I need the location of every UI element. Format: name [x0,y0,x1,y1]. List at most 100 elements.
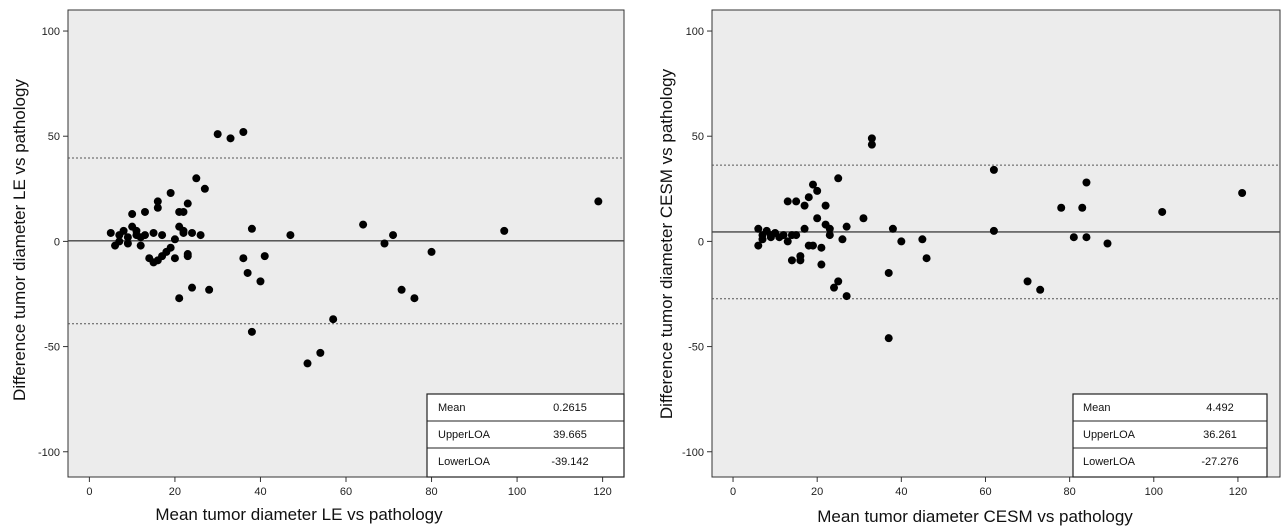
data-point [800,224,809,233]
data-point [834,174,843,183]
data-point [825,231,834,240]
data-point [897,237,906,246]
x-tick-label: 20 [811,486,823,498]
data-point [226,134,235,143]
stat-label-lower-loa: LowerLOA [438,456,491,468]
data-point [140,207,149,216]
stat-label-mean: Mean [1083,402,1111,414]
data-point [239,254,248,263]
data-point [166,243,175,252]
data-point [888,224,897,233]
data-point [170,254,179,263]
data-point [153,203,162,212]
marks-right: 100 50 0 -50 -100 0 20 40 60 80 100 120 [682,26,1280,498]
data-point [758,235,767,244]
x-tick-label: 0 [730,486,736,498]
stats-table-right: Mean 4.492 UpperLOA 36.261 LowerLOA -27.… [1072,393,1268,478]
data-point [389,231,398,240]
data-point [397,285,406,294]
stat-value-upper-loa: 39.665 [553,429,587,441]
data-point [303,359,312,368]
data-point [213,130,222,139]
data-point [329,315,338,324]
data-point [1082,178,1091,187]
chart-right: Difference tumor diameter CESM vs pathol… [657,9,1281,526]
data-point [922,254,931,263]
data-point [183,250,192,259]
data-point [817,243,826,252]
x-tick-label: 80 [425,486,437,498]
stats-box-left [426,393,625,478]
data-point [1057,203,1066,212]
stat-value-lower-loa: -39.142 [551,456,588,468]
data-point [140,231,149,240]
data-point [792,231,801,240]
data-point [106,228,115,237]
data-point [867,134,876,143]
data-point [989,165,998,174]
y-tick-label: 50 [692,131,704,143]
y-tick-label: -100 [682,447,704,459]
data-point [813,214,822,223]
data-point [1082,233,1091,242]
data-point [808,180,817,189]
data-point [918,235,927,244]
data-point [179,226,188,235]
marks-left: 100 50 0 -50 -100 0 20 40 60 80 100 120 [38,26,624,498]
data-point [132,226,141,235]
data-point [136,241,145,250]
y-tick-label: -50 [688,342,704,354]
data-point [153,197,162,206]
data-point [830,283,839,292]
data-point [200,184,209,193]
data-point [884,334,893,343]
data-point [804,193,813,202]
data-point [427,247,436,256]
y-axis-title-right: Difference tumor diameter CESM vs pathol… [657,68,676,419]
data-point [128,210,137,219]
data-point [754,241,763,250]
data-point [779,231,788,240]
data-point [410,294,419,303]
x-tick-label: 120 [593,486,611,498]
stat-label-lower-loa: LowerLOA [1083,456,1136,468]
data-point [1036,285,1045,294]
x-tick-label: 40 [895,486,907,498]
data-point [149,228,158,237]
x-tick-label: 60 [979,486,991,498]
data-point [158,231,167,240]
data-point [380,239,389,248]
data-point [175,294,184,303]
data-point [188,228,197,237]
data-point [123,239,132,248]
data-point [260,252,269,261]
x-tick-label: 100 [1145,486,1163,498]
data-point [359,220,368,229]
data-point [594,197,603,206]
data-point [183,199,192,208]
stats-box-right [1072,393,1268,478]
data-point [500,226,509,235]
y-tick-label: 100 [42,26,60,38]
x-tick-label: 120 [1229,486,1247,498]
data-point [256,277,265,286]
x-tick-label: 100 [508,486,526,498]
stat-label-upper-loa: UpperLOA [1083,429,1136,441]
x-tick-label: 40 [254,486,266,498]
data-point [783,237,792,246]
data-point [1238,189,1247,198]
x-axis-title-right: Mean tumor diameter CESM vs pathology [817,507,1133,526]
data-point [859,214,868,223]
data-point [123,233,132,242]
data-point [884,268,893,277]
y-tick-label: 100 [686,26,704,38]
stat-label-upper-loa: UpperLOA [438,429,491,441]
y-axis-title-left: Difference tumor diameter LE vs patholog… [10,79,29,401]
data-point [239,128,248,137]
data-point [867,140,876,149]
stat-value-mean: 0.2615 [553,402,587,414]
y-tick-label: 50 [48,131,60,143]
data-point [192,174,201,183]
data-point [1103,239,1112,248]
